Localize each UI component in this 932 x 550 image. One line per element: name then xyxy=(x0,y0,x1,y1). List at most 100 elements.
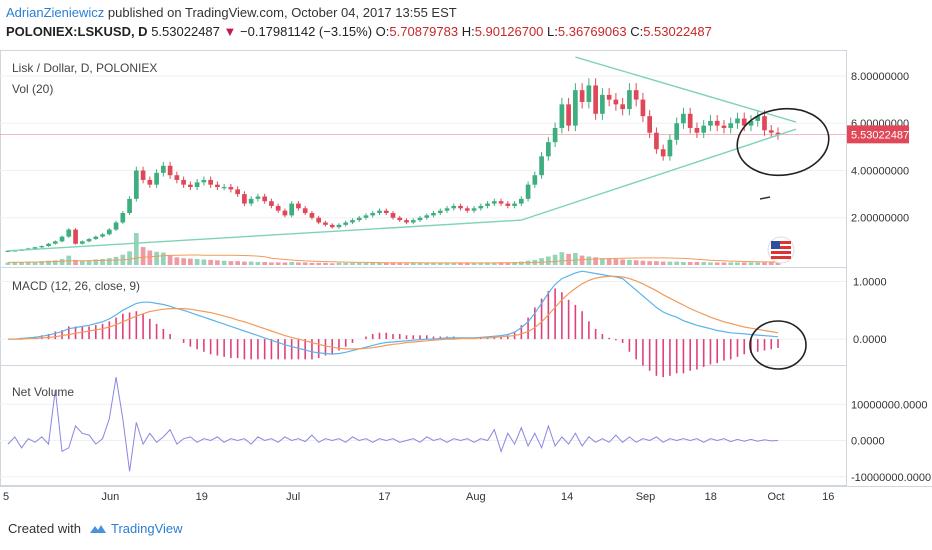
low-value: 5.36769063 xyxy=(557,24,627,39)
macd-axis-tick: 1.0000 xyxy=(853,277,887,289)
volume-bar xyxy=(262,262,268,265)
time-axis-tick: Jul xyxy=(286,491,300,503)
volume-bar xyxy=(309,262,315,265)
candle-body xyxy=(390,213,396,218)
tradingview-brand[interactable]: TradingView xyxy=(110,521,183,536)
volume-bar xyxy=(762,262,767,265)
candle-body xyxy=(559,104,565,128)
volume-bar xyxy=(79,260,85,265)
time-axis-tick: Oct xyxy=(767,491,784,503)
down-arrow-icon: ▼ xyxy=(223,24,237,39)
volume-bar xyxy=(228,261,234,265)
volume-bar xyxy=(167,255,173,265)
volume-bar xyxy=(404,263,409,265)
candle-body xyxy=(269,201,274,206)
close-label: C: xyxy=(630,24,644,39)
netvol-pane-border xyxy=(0,365,847,486)
volume-bar xyxy=(5,262,11,265)
candles xyxy=(5,78,781,253)
chart-canvas[interactable]: 8.000000006.000000004.000000002.00000000… xyxy=(0,48,932,511)
volume-bar xyxy=(336,262,342,265)
candle-body xyxy=(215,184,220,188)
volume-bar xyxy=(768,262,774,265)
candle-body xyxy=(161,165,166,173)
volume-bar xyxy=(748,262,754,265)
volume-bars xyxy=(5,233,781,265)
candle-body xyxy=(120,213,126,223)
candle-body xyxy=(296,203,301,209)
candle-body xyxy=(302,208,308,214)
netvol-pane-title: Net Volume xyxy=(12,385,75,399)
volume-bar xyxy=(667,261,673,265)
volume-bar xyxy=(654,261,659,265)
candle-body xyxy=(593,85,598,114)
volume-bar xyxy=(127,251,132,265)
candle-body xyxy=(404,220,409,223)
macd-axis-tick: 0.0000 xyxy=(853,334,887,346)
candle-body xyxy=(505,203,511,206)
macd-histogram xyxy=(20,288,779,378)
volume-bar xyxy=(140,247,146,265)
volume-bar xyxy=(100,259,105,265)
volume-bar xyxy=(721,262,727,265)
volume-bar xyxy=(296,262,301,265)
candle-body xyxy=(586,85,592,102)
volume-bar xyxy=(546,256,551,265)
candle-body xyxy=(201,179,207,183)
flag-icon xyxy=(767,236,795,264)
price-axis-tick: 2.00000000 xyxy=(851,213,909,225)
candle-body xyxy=(309,213,315,218)
volume-bar xyxy=(606,258,612,265)
candle-body xyxy=(437,210,443,214)
volume-bar xyxy=(46,260,51,265)
candle-body xyxy=(539,156,544,176)
time-axis-tick: Aug xyxy=(466,491,486,503)
footer: Created with TradingView xyxy=(8,521,183,536)
candle-body xyxy=(464,208,470,211)
candle-body xyxy=(681,113,686,124)
volume-bar xyxy=(458,262,463,265)
candle-body xyxy=(208,179,213,185)
candle-body xyxy=(167,165,173,176)
publication-header: AdrianZieniewicz published on TradingVie… xyxy=(6,5,457,20)
volume-bar xyxy=(714,262,720,265)
volume-bar xyxy=(86,260,92,265)
candle-body xyxy=(768,130,774,133)
volume-bar xyxy=(194,259,200,265)
volume-bar xyxy=(701,262,707,265)
volume-bar xyxy=(694,262,700,265)
volume-bar xyxy=(275,262,281,265)
candle-body xyxy=(133,170,139,199)
volume-bar xyxy=(12,262,18,265)
volume-bar xyxy=(647,261,653,265)
resistance-trendline xyxy=(575,56,797,123)
volume-bar xyxy=(356,262,362,265)
netvol-axis-tick: 10000000.0000 xyxy=(851,399,927,411)
macd-pane-title: MACD (12, 26, close, 9) xyxy=(12,279,141,293)
price-axis-tick: 4.00000000 xyxy=(851,165,909,177)
candle-body xyxy=(356,217,362,221)
volume-bar xyxy=(208,259,213,265)
chart-frame[interactable]: 8.00000000 6.00000000 4.00000000 2.00000000… xyxy=(0,48,932,511)
candle-body xyxy=(410,220,416,223)
volume-bar xyxy=(323,262,328,265)
close-value: 5.53022487 xyxy=(643,24,712,39)
candle-body xyxy=(600,94,605,114)
volume-pane-title: Vol (20) xyxy=(12,82,54,96)
candle-body xyxy=(323,222,328,225)
volume-bar xyxy=(613,259,619,265)
candle-body xyxy=(383,210,389,214)
candle-body xyxy=(613,99,619,105)
volume-bar xyxy=(552,254,558,265)
volume-bar xyxy=(640,260,646,265)
author-link[interactable]: AdrianZieniewicz xyxy=(6,5,105,20)
candle-body xyxy=(471,208,477,211)
candle-body xyxy=(701,125,707,133)
candle-body xyxy=(674,123,680,140)
candle-body xyxy=(86,239,92,242)
volume-bar xyxy=(343,262,349,265)
candle-body xyxy=(640,99,646,117)
volume-bar xyxy=(106,258,112,265)
candle-body xyxy=(73,229,78,244)
candle-body xyxy=(714,120,720,126)
